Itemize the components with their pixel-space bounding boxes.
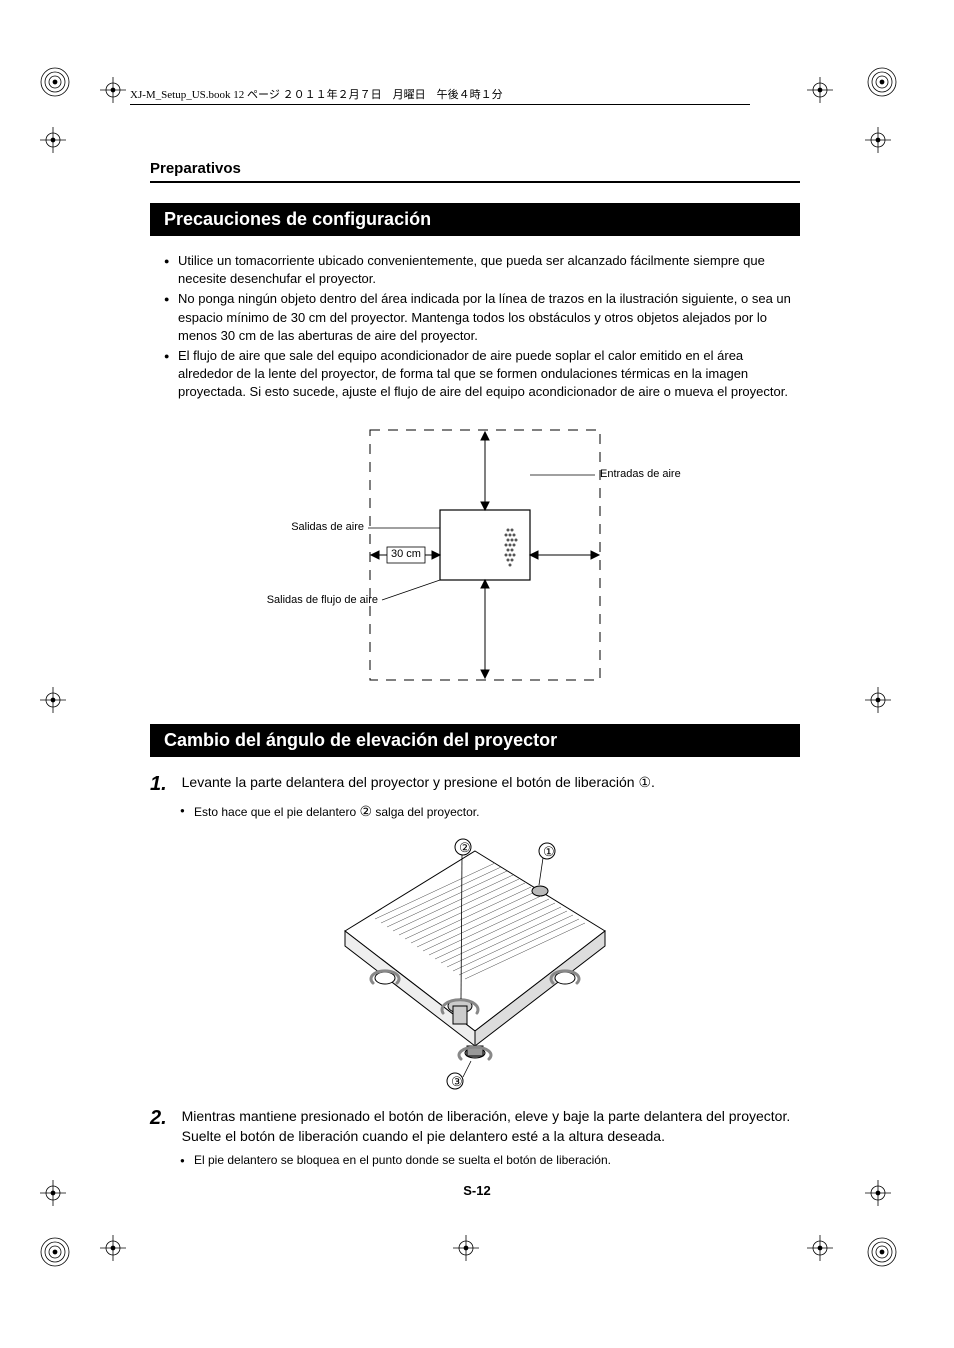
precauciones-list: Utilice un tomacorriente ubicado conveni…	[150, 252, 800, 402]
distance-label: 30 cm	[391, 548, 421, 560]
list-item: Esto hace que el pie delantero ② salga d…	[180, 802, 800, 822]
clearance-diagram: 30 cm Entradas de aire Salidas de aire S…	[150, 420, 800, 700]
heading-precauciones: Precauciones de configuración	[150, 203, 800, 236]
print-header: XJ-M_Setup_US.book 12 ページ ２０１１年２月７日 月曜日 …	[130, 86, 750, 105]
step2-sub: El pie delantero se bloquea en el punto …	[150, 1152, 800, 1169]
intake-label: Entradas de aire	[600, 468, 681, 480]
step-text: Levante la parte delantera del proyector…	[182, 773, 792, 793]
circled-1: ①	[638, 774, 651, 790]
step-number: 2.	[150, 1107, 178, 1130]
section-rule	[150, 181, 800, 183]
step1-sub-b: salga del proyector.	[372, 805, 479, 819]
step1-sub-a: Esto hace que el pie delantero	[194, 805, 359, 819]
section-label: Preparativos	[150, 160, 800, 177]
step1-text-b: .	[651, 774, 655, 790]
step-1: 1. Levante la parte delantera del proyec…	[150, 773, 800, 796]
list-item: El flujo de aire que sale del equipo aco…	[164, 347, 800, 402]
circled-2: ②	[359, 803, 372, 819]
step1-sub: Esto hace que el pie delantero ② salga d…	[150, 802, 800, 822]
diag2-marker-1: ①	[543, 844, 555, 859]
step-2: 2. Mientras mantiene presionado el botón…	[150, 1107, 800, 1146]
page: XJ-M_Setup_US.book 12 ページ ２０１１年２月７日 月曜日 …	[0, 0, 954, 1348]
step-text: Mientras mantiene presionado el botón de…	[182, 1107, 792, 1146]
elevation-diagram: ① ② ③	[315, 831, 635, 1091]
diag2-marker-3: ③	[451, 1074, 463, 1089]
airflow-exhaust-label: Salidas de flujo de aire	[250, 594, 378, 606]
diag2-marker-2: ②	[459, 840, 471, 855]
page-number: S-12	[0, 1183, 954, 1198]
clearance-svg	[150, 420, 800, 700]
list-item: El pie delantero se bloquea en el punto …	[180, 1152, 800, 1169]
list-item: Utilice un tomacorriente ubicado conveni…	[164, 252, 800, 288]
content-area: Preparativos Precauciones de configuraci…	[150, 160, 800, 1179]
list-item: No ponga ningún objeto dentro del área i…	[164, 290, 800, 345]
step1-text-a: Levante la parte delantera del proyector…	[182, 774, 639, 790]
exhaust-label: Salidas de aire	[284, 521, 364, 533]
heading-cambio-angulo: Cambio del ángulo de elevación del proye…	[150, 724, 800, 757]
step-number: 1.	[150, 773, 178, 796]
